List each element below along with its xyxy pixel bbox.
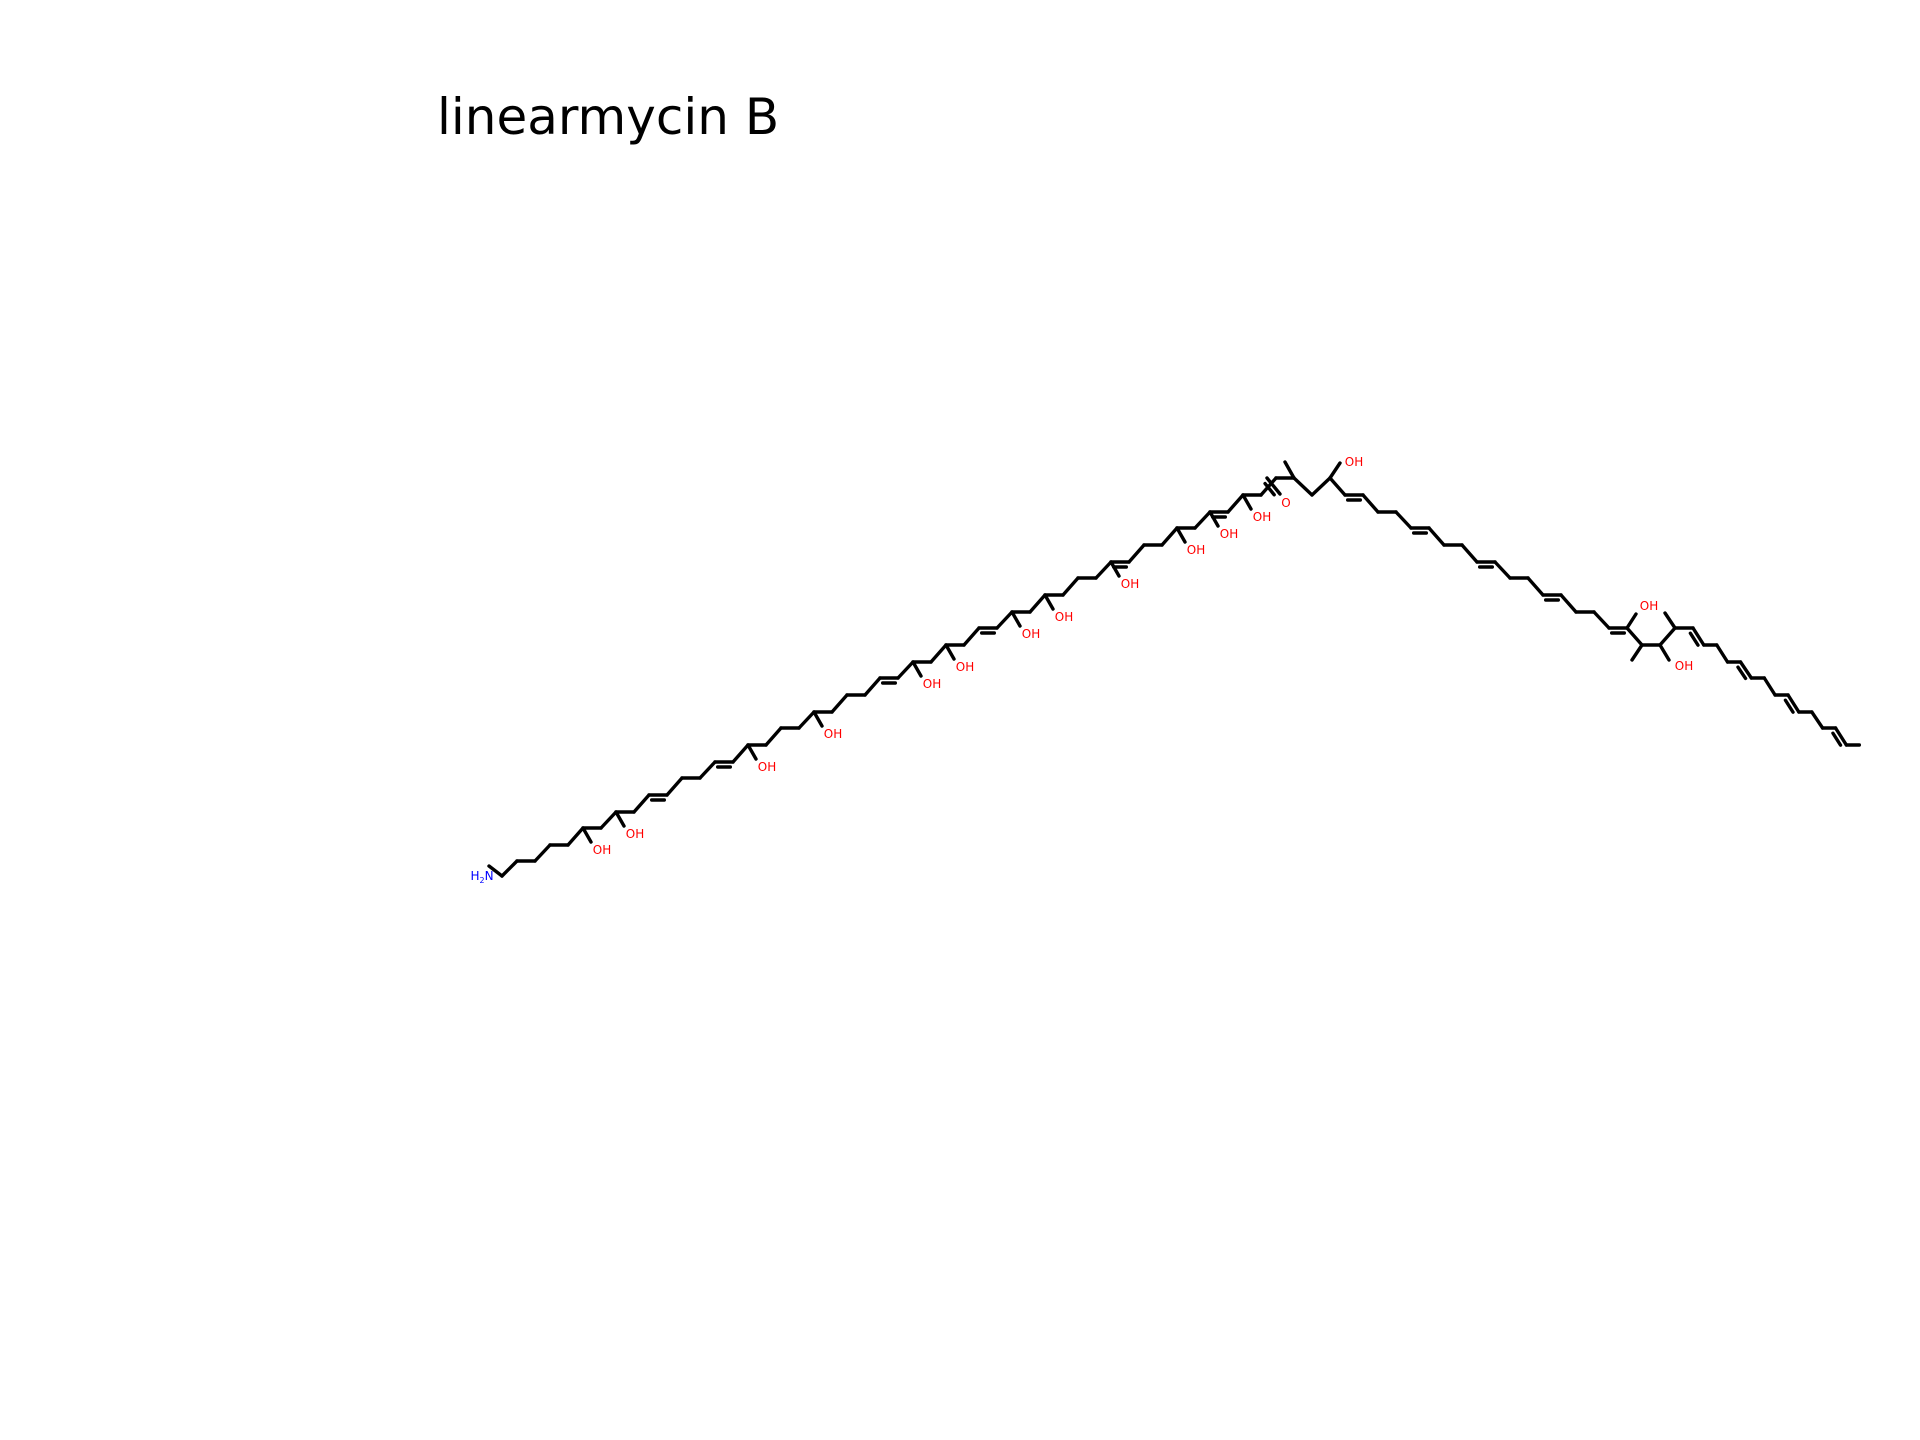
hydroxyl-bond	[1010, 610, 1022, 628]
single-bond	[929, 643, 948, 664]
single-bond	[1427, 526, 1446, 547]
double-bond-inner	[1783, 698, 1795, 714]
hydroxyl-label: OH	[923, 677, 941, 691]
single-bond	[1061, 576, 1080, 597]
hydroxyl-label: OH	[1022, 627, 1040, 641]
single-bond	[1028, 593, 1047, 614]
double-bond-inner	[1831, 731, 1843, 747]
single-bond	[566, 826, 585, 847]
double-bond	[1786, 693, 1801, 714]
hydroxyl-label: OH	[758, 760, 776, 774]
double-bond	[1738, 660, 1754, 680]
hydroxyl-label: OH	[824, 727, 842, 741]
hydroxyl-bond	[1241, 493, 1253, 511]
single-bond	[1094, 560, 1113, 580]
hydroxyl-label: OH	[593, 843, 611, 857]
atom-label-layer: H2N OH OH OH OH OH OH OH OH OH OH OH OH O OH OH OH	[470, 455, 1693, 885]
single-bond	[830, 693, 849, 714]
hydroxyl-label: OH	[1055, 610, 1073, 624]
hydroxyl-label: OH	[1345, 455, 1363, 469]
single-bond	[500, 859, 519, 878]
double-bond-inner	[1263, 481, 1276, 497]
single-bond	[632, 793, 651, 814]
methyl-bond	[1630, 643, 1644, 662]
hydroxyl-label: OH	[1640, 599, 1658, 613]
hydroxyl-bond	[1625, 612, 1638, 630]
single-bond	[1160, 526, 1179, 547]
hydroxyl-bond	[1328, 461, 1342, 480]
hydroxyl-bond	[746, 743, 758, 761]
hydroxyl-bond	[614, 810, 626, 828]
hydroxyl-bond	[1208, 510, 1220, 528]
single-bond	[962, 626, 981, 647]
single-bond	[1226, 493, 1245, 514]
single-bond	[1127, 543, 1146, 564]
single-bond	[1292, 476, 1314, 497]
single-bond	[1559, 593, 1578, 614]
figure-title: linearmycin B	[437, 88, 780, 146]
single-bond	[863, 676, 882, 697]
single-bond	[1658, 626, 1677, 647]
hydroxyl-label: OH	[1121, 577, 1139, 591]
single-bond	[1526, 576, 1545, 597]
single-bond	[1715, 643, 1730, 664]
single-bond	[1394, 510, 1413, 530]
hydroxyl-bond	[1658, 643, 1671, 662]
single-bond	[698, 760, 717, 780]
amine-bond	[487, 864, 504, 878]
hydroxyl-label: OH	[956, 660, 974, 674]
single-bond	[533, 843, 552, 863]
single-bond	[1328, 476, 1347, 497]
amine-label: H2N	[470, 869, 493, 885]
methyl-bond	[1283, 460, 1296, 480]
single-bond	[599, 810, 618, 830]
single-bond	[995, 610, 1014, 630]
hydroxyl-label: OH	[1220, 527, 1238, 541]
double-bond	[1265, 476, 1282, 496]
single-bond	[1592, 610, 1611, 630]
single-bond	[731, 743, 750, 764]
single-bond	[1361, 493, 1380, 514]
double-bond-inner	[1736, 665, 1748, 681]
single-bond	[1625, 626, 1644, 647]
double-bond	[1691, 626, 1706, 647]
single-bond	[665, 776, 684, 797]
single-bond	[1310, 476, 1332, 497]
hydroxyl-label: OH	[1187, 543, 1205, 557]
single-bond	[896, 660, 915, 680]
hydroxyl-label: OH	[1253, 510, 1271, 524]
methyl-bond	[1663, 611, 1677, 630]
single-bond	[797, 710, 816, 730]
hydroxyl-bond	[1175, 526, 1187, 544]
single-bond	[764, 726, 783, 747]
hydroxyl-bond	[581, 826, 593, 844]
single-bond	[1193, 510, 1212, 530]
carbonyl-oxygen-label: O	[1281, 496, 1290, 510]
hydroxyl-bond	[944, 643, 956, 661]
hydroxyl-bond	[911, 660, 923, 678]
hydroxyl-bond	[1109, 560, 1121, 578]
single-bond	[1493, 560, 1512, 580]
single-bond	[1810, 710, 1825, 730]
double-bond-inner	[1688, 631, 1700, 647]
hydroxyl-label: OH	[626, 827, 644, 841]
single-bond	[1460, 543, 1479, 564]
hydroxyl-bond	[1043, 593, 1055, 611]
double-bond	[1833, 726, 1849, 747]
single-bond	[1762, 676, 1777, 697]
hydroxyl-bond	[812, 710, 824, 728]
bond-layer	[487, 460, 1862, 878]
hydroxyl-label: OH	[1675, 659, 1693, 673]
